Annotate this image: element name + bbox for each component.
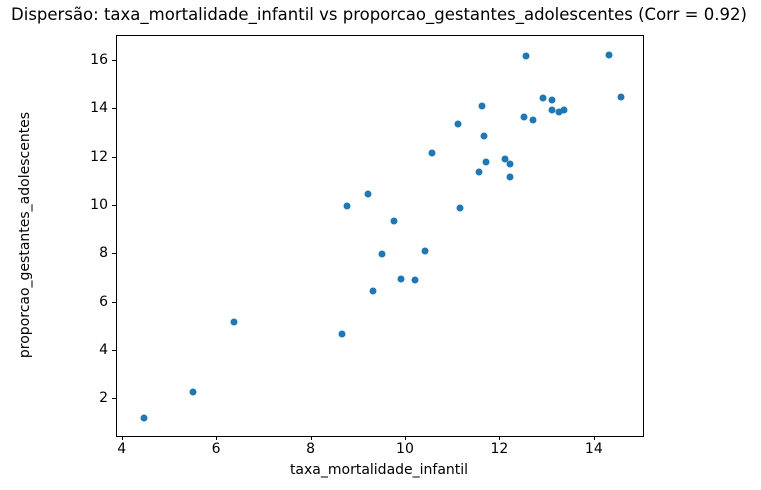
- y-tick-label: 6: [99, 293, 108, 310]
- x-tick-label: 8: [306, 441, 315, 457]
- y-tick-mark: [112, 156, 116, 158]
- y-tick-mark: [112, 59, 116, 61]
- y-tick-mark: [112, 398, 116, 400]
- y-tick-mark: [112, 205, 116, 206]
- data-point: [421, 247, 429, 255]
- data-point: [411, 276, 419, 284]
- data-point: [428, 149, 436, 157]
- y-tick-label: 12: [90, 148, 108, 165]
- data-point: [343, 202, 351, 210]
- x-tick-mark: [310, 436, 312, 440]
- x-tick-label: 4: [117, 441, 127, 457]
- data-point: [555, 108, 563, 116]
- data-point: [369, 287, 377, 295]
- data-point: [605, 51, 613, 59]
- data-point: [539, 94, 547, 102]
- data-point: [529, 116, 537, 124]
- data-point: [390, 217, 398, 225]
- data-point: [522, 52, 530, 60]
- data-point: [560, 106, 568, 114]
- data-point: [617, 93, 625, 101]
- data-point: [506, 160, 514, 168]
- y-axis-label: proporcao_gestantes_adolescentes: [17, 111, 33, 359]
- data-point: [364, 190, 372, 198]
- data-point: [548, 96, 556, 104]
- data-point: [140, 414, 148, 422]
- data-point: [378, 250, 386, 258]
- data-point: [338, 330, 346, 338]
- x-tick-mark: [216, 436, 218, 440]
- y-tick-label: 2: [99, 390, 108, 407]
- y-tick-mark: [112, 350, 116, 352]
- x-axis-label: taxa_mortalidade_infantil: [289, 462, 469, 478]
- data-point: [456, 204, 464, 212]
- x-tick-label: 6: [211, 441, 221, 457]
- y-tick-mark: [112, 301, 116, 303]
- data-point: [501, 155, 509, 163]
- data-point: [478, 102, 486, 110]
- data-point: [506, 173, 514, 181]
- y-tick-label: 14: [90, 100, 108, 117]
- data-point: [482, 158, 490, 166]
- x-tick-label: 12: [490, 441, 509, 457]
- x-tick-mark: [121, 436, 123, 440]
- y-tick-label: 8: [99, 245, 108, 262]
- y-tick-label: 16: [90, 51, 108, 68]
- data-point: [230, 318, 238, 326]
- data-point: [189, 388, 197, 396]
- x-tick-label: 14: [584, 441, 603, 457]
- data-point: [475, 168, 483, 176]
- chart-title: Dispersão: taxa_mortalidade_infantil vs …: [11, 5, 747, 24]
- y-tick-label: 10: [90, 197, 108, 213]
- data-point: [480, 132, 488, 140]
- y-tick-label: 4: [99, 342, 108, 359]
- x-tick-mark: [404, 436, 406, 440]
- plot-area: [116, 35, 644, 437]
- x-tick-mark: [499, 436, 501, 440]
- x-tick-label: 10: [396, 441, 414, 457]
- x-tick-mark: [593, 436, 595, 440]
- y-tick-mark: [112, 108, 116, 110]
- data-point: [548, 106, 556, 114]
- y-tick-mark: [112, 253, 116, 255]
- data-point: [397, 275, 405, 283]
- data-point: [520, 113, 528, 121]
- data-point: [454, 120, 462, 128]
